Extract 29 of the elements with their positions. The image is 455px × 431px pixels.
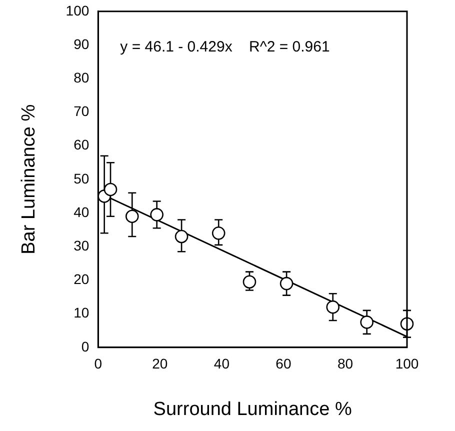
x-tick-label: 100 — [395, 356, 419, 372]
y-tick-label: 50 — [74, 170, 90, 186]
annotation: y = 46.1 - 0.429x R^2 = 0.961 — [120, 38, 330, 56]
x-tick-label: 60 — [276, 356, 292, 372]
y-tick-label: 10 — [74, 304, 90, 321]
point — [360, 316, 374, 329]
x-tick-label: 40 — [214, 356, 230, 372]
y-tick-label: 90 — [74, 36, 90, 52]
y-axis-title: Bar Luminance % — [18, 104, 40, 254]
point — [242, 275, 256, 289]
y-tick-label: 30 — [74, 237, 90, 254]
y-tick-label: 0 — [81, 338, 90, 354]
y-tick-label: 60 — [74, 136, 90, 153]
point — [326, 300, 340, 314]
point — [212, 226, 226, 240]
y-tick-label: 40 — [74, 204, 90, 220]
x-tick-label: 80 — [337, 356, 354, 372]
y-tick-label: 70 — [74, 103, 90, 120]
point — [174, 230, 188, 244]
y-tick-label: 80 — [74, 69, 90, 86]
point — [104, 182, 118, 196]
x-tick-label: 0 — [94, 356, 102, 372]
x-axis-title: Surround Luminance % — [153, 398, 352, 420]
point — [280, 276, 294, 290]
y-tick-label: 100 — [66, 2, 90, 18]
point — [125, 210, 139, 224]
x-tick-label: 20 — [152, 356, 168, 372]
point — [150, 208, 164, 222]
y-tick-label: 20 — [74, 271, 90, 288]
